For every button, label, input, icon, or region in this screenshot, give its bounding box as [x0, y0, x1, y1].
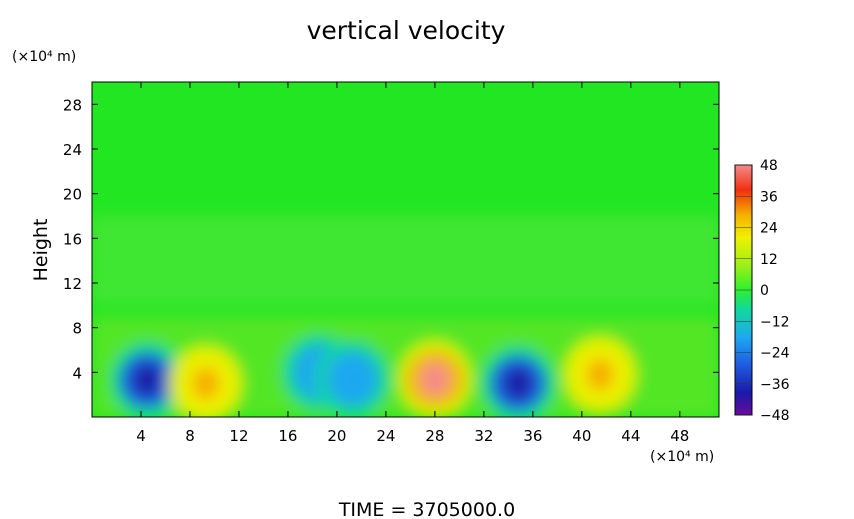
colorbar-tick-label: −36 — [760, 377, 790, 393]
x-tick-label: 32 — [474, 427, 493, 445]
colorbar-tick-label: 0 — [760, 283, 769, 299]
x-tick-label: 20 — [327, 427, 346, 445]
x-axis: 4 8 12 16 20 24 28 32 36 40 44 48 — [136, 82, 689, 445]
y-unit-label: (×10⁴ m) — [12, 49, 76, 65]
y-tick-label: 16 — [63, 230, 82, 248]
y-tick-label: 4 — [72, 364, 82, 382]
x-unit-label: (×10⁴ m) — [650, 449, 714, 465]
y-tick-label: 20 — [63, 186, 82, 204]
x-tick-label: 48 — [670, 427, 689, 445]
y-tick-label: 24 — [63, 141, 82, 159]
x-tick-label: 4 — [136, 427, 146, 445]
x-tick-label: 44 — [621, 427, 640, 445]
colorbar-tick-label: −48 — [760, 408, 790, 424]
y-axis-label: Height — [30, 219, 52, 282]
field-cell-core — [586, 358, 614, 391]
plot-area — [92, 82, 719, 417]
colorbar-tick-label: 48 — [760, 158, 778, 174]
x-tick-label: 36 — [523, 427, 542, 445]
mid-band — [92, 216, 719, 306]
plot-frame — [91, 81, 720, 418]
y-axis: 4 8 12 16 20 24 28 — [63, 96, 719, 382]
time-label: TIME = 3705000.0 — [338, 499, 515, 519]
x-tick-label: 8 — [185, 427, 195, 445]
x-tick-label: 16 — [278, 427, 297, 445]
colorbar-tick-label: 24 — [760, 221, 778, 237]
field-cell-core — [420, 363, 450, 396]
x-tick-label: 12 — [229, 427, 248, 445]
colorbar-tick-label: −24 — [760, 346, 790, 362]
field-cell-core — [504, 367, 533, 400]
y-tick-label: 8 — [72, 320, 82, 338]
x-tick-label: 28 — [425, 427, 444, 445]
colorbar-tick-label: −12 — [760, 314, 790, 330]
x-tick-label: 40 — [572, 427, 591, 445]
field-cell-core — [192, 367, 220, 400]
colorbar-tick-label: 12 — [760, 252, 778, 268]
x-tick-label: 24 — [376, 427, 395, 445]
y-tick-label: 12 — [63, 275, 82, 293]
colorbar-tick-label: 36 — [760, 189, 778, 205]
field-cell-core — [339, 363, 366, 396]
y-tick-label: 28 — [63, 96, 82, 114]
chart-title: vertical velocity — [307, 16, 506, 45]
field-cell-core — [133, 364, 161, 397]
colorbar: 48 36 24 12 0 −12 −24 −36 −48 — [734, 158, 790, 424]
